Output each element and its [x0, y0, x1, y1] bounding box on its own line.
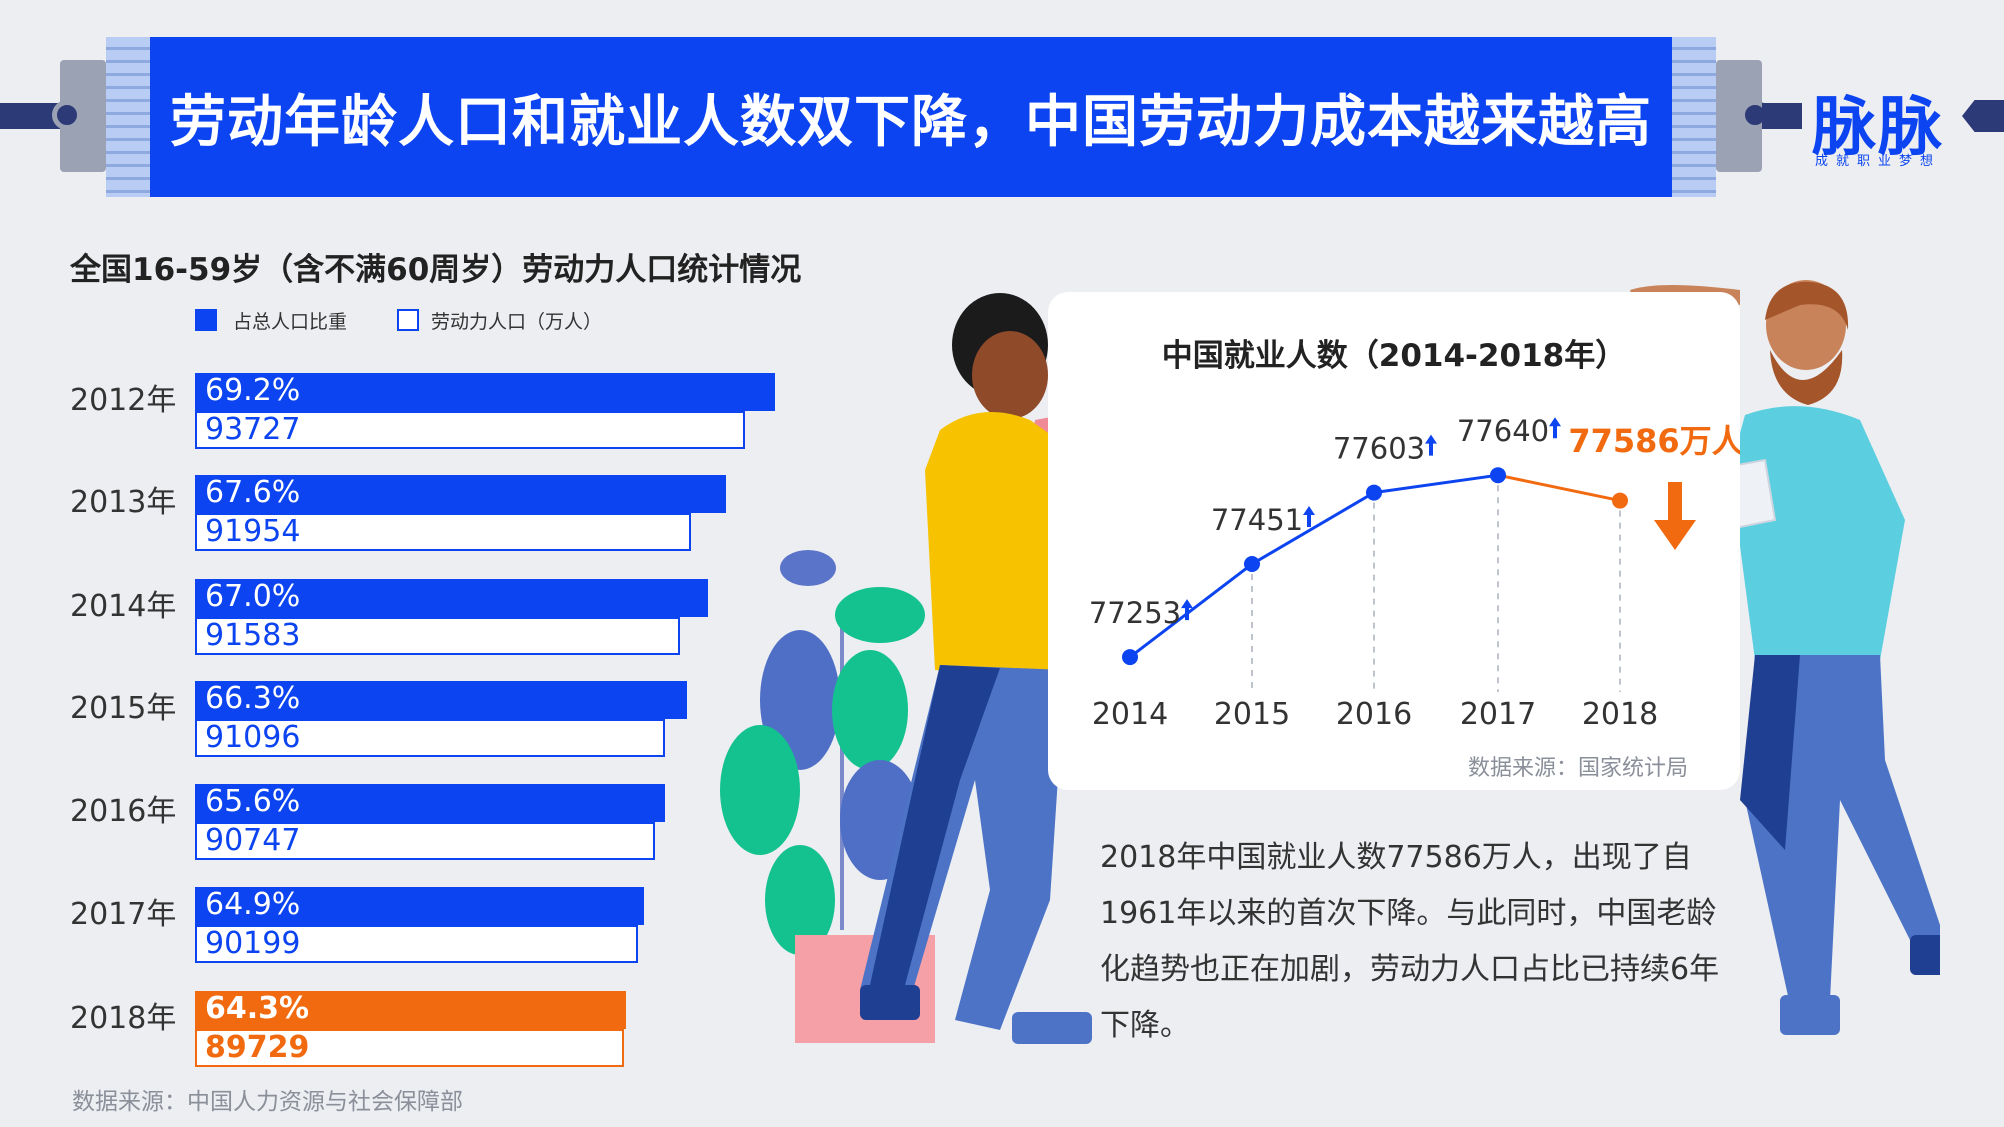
data-point	[1612, 492, 1628, 509]
right-axle-decoration	[1762, 103, 1802, 129]
right-person-illustration	[1630, 280, 1940, 1035]
page-title: 劳动年龄人口和就业人数双下降，中国劳动力成本越来越高	[170, 89, 1652, 155]
employment-line-chart: 2014 77253 2015 77451 2016 77603 2017 77640 2018…	[1089, 414, 1740, 732]
data-point	[1366, 484, 1382, 501]
line-segment	[1251, 491, 1375, 566]
data-point	[1490, 467, 1506, 484]
labor-population-bar-chart: 2012年 69.2% 93727 2013年 67.6% 91954 2014年 67.0%…	[0, 0, 780, 1127]
left-bolt-decoration	[52, 100, 82, 130]
population-bar: 91096	[195, 719, 666, 757]
brand-logo: 脉脉	[1812, 91, 1944, 165]
left-roll-decoration	[106, 37, 150, 197]
year-label: 2018年	[70, 1001, 177, 1036]
ratio-bar: 65.6%	[195, 784, 666, 822]
right-roll-decoration	[1672, 37, 1716, 197]
down-arrow-icon	[1654, 482, 1696, 550]
ratio-bar: 64.3%	[195, 991, 626, 1029]
data-label: 77640	[1457, 414, 1549, 448]
population-bar: 93727	[195, 411, 745, 449]
year-label: 2015年	[70, 691, 177, 726]
ratio-bar: 67.6%	[195, 475, 727, 513]
left-chart-source: 数据来源：中国人力资源与社会保障部	[72, 1089, 463, 1115]
legend-label-population: 劳动力人口（万人）	[431, 311, 603, 333]
up-arrow-icon	[1181, 599, 1193, 621]
line-segment	[1497, 473, 1621, 503]
legend-swatch-ratio	[195, 309, 217, 331]
population-bar: 90199	[195, 925, 638, 963]
right-chart-source: 数据来源：国家统计局	[1468, 756, 1689, 781]
legend-swatch-population	[397, 309, 419, 331]
x-tick-label: 2014	[1092, 697, 1168, 732]
data-point	[1244, 556, 1260, 573]
x-tick-label: 2015	[1214, 697, 1290, 732]
line-segment	[1129, 562, 1253, 659]
data-label: 77253	[1089, 596, 1181, 630]
population-bar: 91954	[195, 513, 692, 551]
data-label: 77603	[1333, 432, 1425, 466]
left-chart-legend: 占总人口比重 劳动力人口（万人）	[195, 307, 695, 337]
description-text: 2018年中国就业人数77586万人，出现了自1961年以来的首次下降。与此同时…	[1100, 840, 1720, 1043]
ratio-bar: 67.0%	[195, 579, 709, 617]
year-label: 2017年	[70, 897, 177, 932]
population-bar: 90747	[195, 822, 655, 860]
data-label: 77451	[1211, 503, 1303, 537]
population-bar: 89729	[195, 1029, 624, 1067]
ratio-bar: 66.3%	[195, 681, 687, 719]
legend-label-ratio: 占总人口比重	[233, 311, 348, 333]
x-tick-label: 2017	[1460, 697, 1536, 732]
title-bar	[150, 37, 1672, 197]
ratio-bar: 64.9%	[195, 887, 645, 925]
up-arrow-icon	[1303, 506, 1315, 528]
right-tab-decoration	[1962, 100, 2004, 132]
illustration	[720, 280, 1940, 1044]
ratio-bar: 69.2%	[195, 373, 775, 411]
line-segment	[1373, 473, 1499, 495]
employment-chart-card	[1048, 292, 1740, 790]
x-tick-label: 2016	[1336, 697, 1412, 732]
x-tick-label: 2018	[1582, 697, 1658, 732]
right-chart-title: 中国就业人数（2014-2018年）	[1161, 338, 1627, 374]
year-label: 2014年	[70, 589, 177, 624]
highlight-data-label: 77586万人	[1568, 422, 1740, 460]
year-label: 2012年	[70, 383, 177, 418]
data-point	[1122, 649, 1138, 666]
population-bar: 91583	[195, 617, 680, 655]
year-label: 2016年	[70, 794, 177, 829]
left-chart-title: 全国16-59岁（含不满60周岁）劳动力人口统计情况	[70, 252, 802, 288]
up-arrow-icon	[1549, 417, 1561, 439]
year-label: 2013年	[70, 485, 177, 520]
up-arrow-icon	[1425, 434, 1437, 456]
brand-tagline: 成就职业梦想	[1815, 154, 1942, 169]
left-axle-decoration	[0, 103, 60, 129]
